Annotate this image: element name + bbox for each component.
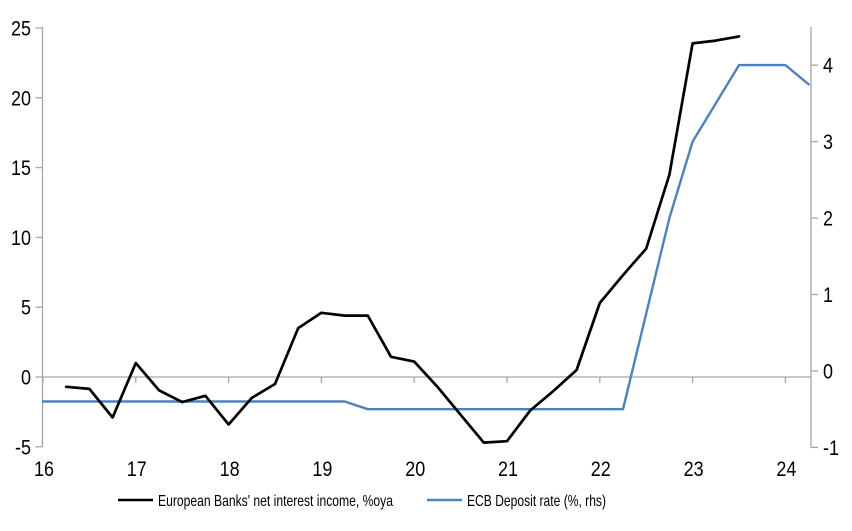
left-axis-tick-label: -5 [15,436,31,459]
x-axis-tick-label: 18 [220,458,240,481]
x-axis-tick-label: 17 [127,458,147,481]
ecb-deposit-rate-line [41,63,810,411]
x-axis-tick-label: 23 [684,458,704,481]
x-axis-tick-label: 20 [405,458,425,481]
left-axis-tick-label: 20 [11,87,31,110]
right-axis-tick-label: 4 [823,55,833,78]
legend: European Banks' net interest income, %oy… [118,493,606,510]
legend-label-net-interest-income: European Banks' net interest income, %oy… [158,493,393,510]
x-axis-tick-label: 16 [34,458,54,481]
right-axis-tick-label: 1 [823,284,833,307]
x-axis-tick-label: 21 [498,458,518,481]
x-axis-tick-label: 19 [312,458,332,481]
left-axis-tick-label: 10 [11,227,31,250]
right-axis-tick-label: -1 [823,437,839,460]
left-axis-tick-label: 15 [11,157,31,180]
left-axis-tick-label: 5 [21,297,31,320]
net-interest-income-line [64,35,741,444]
left-axis-tick-label: 25 [11,18,31,41]
right-axis-tick-label: 2 [823,208,833,231]
right-axis-tick-label: 0 [823,360,833,383]
legend-label-ecb-deposit-rate: ECB Deposit rate (%, rhs) [467,493,606,510]
series-layer [41,35,810,444]
x-axis-tick-label: 22 [591,458,611,481]
x-axis-tick-label: 24 [776,458,796,481]
left-axis-tick-label: 0 [21,367,31,390]
right-axis-tick-label: 3 [823,131,833,154]
